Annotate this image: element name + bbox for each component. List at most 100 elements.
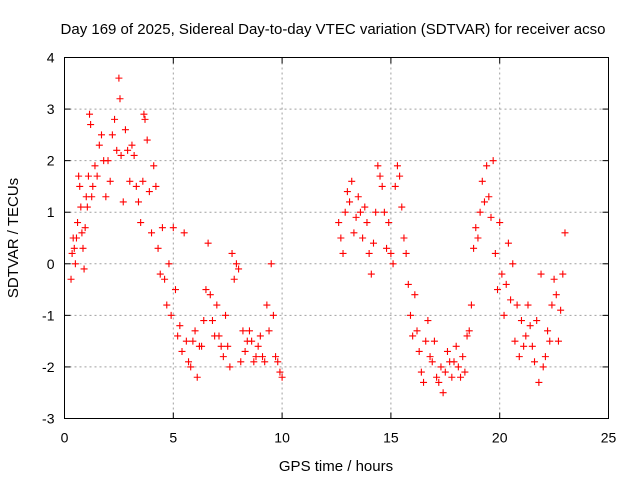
data-point — [274, 358, 282, 366]
data-point — [541, 353, 549, 361]
data-point — [520, 342, 528, 350]
data-point — [450, 358, 458, 366]
data-point — [80, 265, 88, 273]
data-point — [137, 219, 145, 227]
data-point — [361, 203, 369, 211]
data-point — [350, 229, 358, 237]
data-point — [528, 342, 536, 350]
data-point — [422, 337, 430, 345]
data-point — [256, 332, 264, 340]
y-tick-label: 2 — [47, 153, 55, 169]
data-point — [141, 115, 149, 123]
data-point — [457, 373, 465, 381]
data-point — [77, 203, 85, 211]
data-point — [86, 110, 94, 118]
data-point — [439, 389, 447, 397]
x-tick-label: 20 — [492, 430, 508, 446]
data-point — [409, 332, 417, 340]
data-point — [213, 301, 221, 309]
data-point — [435, 378, 443, 386]
data-point — [152, 182, 160, 190]
data-point — [156, 270, 164, 278]
data-point — [470, 244, 478, 252]
x-axis-label: GPS time / hours — [279, 458, 393, 475]
data-point — [167, 311, 175, 319]
data-point — [500, 311, 508, 319]
data-point — [476, 208, 484, 216]
data-point — [206, 291, 214, 299]
data-point — [261, 358, 269, 366]
data-point — [443, 347, 451, 355]
data-point — [526, 322, 534, 330]
data-point — [230, 275, 238, 283]
data-point — [487, 213, 495, 221]
axis-ticks: 0 5 10 15 20 25 -3 -2 -1 0 1 2 3 4 — [42, 50, 616, 446]
data-point — [245, 327, 253, 335]
data-point — [557, 306, 565, 314]
data-point — [124, 146, 132, 154]
data-point — [130, 151, 138, 159]
grid — [64, 57, 609, 419]
data-point — [376, 172, 384, 180]
data-point — [106, 177, 114, 185]
data-point — [83, 203, 91, 211]
data-point — [72, 234, 80, 242]
data-point — [204, 239, 212, 247]
data-point — [411, 291, 419, 299]
data-point — [182, 337, 190, 345]
plot-area-border — [64, 57, 609, 419]
data-point — [356, 208, 364, 216]
data-point — [389, 260, 397, 268]
data-point — [97, 131, 105, 139]
data-point — [383, 244, 391, 252]
data-point — [363, 219, 371, 227]
data-point — [504, 239, 512, 247]
data-point — [496, 219, 504, 227]
data-point — [150, 162, 158, 170]
data-point — [400, 234, 408, 242]
data-point — [259, 353, 267, 361]
data-point — [115, 74, 123, 82]
data-point — [531, 358, 539, 366]
data-point — [343, 188, 351, 196]
data-point — [93, 172, 101, 180]
data-point — [502, 280, 510, 288]
data-point — [134, 198, 142, 206]
x-tick-label: 0 — [61, 430, 69, 446]
data-point — [252, 353, 260, 361]
y-tick-label: 3 — [47, 101, 55, 117]
data-point — [187, 363, 195, 371]
data-point — [89, 182, 97, 190]
data-point — [354, 193, 362, 201]
data-point — [171, 286, 179, 294]
y-tick-label: 4 — [47, 50, 55, 66]
data-point — [215, 332, 223, 340]
data-point — [459, 353, 467, 361]
chart-title: Day 169 of 2025, Sidereal Day-to-day VTE… — [61, 21, 606, 38]
data-point — [339, 249, 347, 257]
data-series — [67, 74, 569, 397]
data-point — [417, 368, 425, 376]
data-point — [535, 378, 543, 386]
data-point — [352, 213, 360, 221]
data-point — [548, 301, 556, 309]
data-point — [200, 317, 208, 325]
data-point — [467, 301, 475, 309]
data-point — [198, 342, 206, 350]
data-point — [365, 249, 373, 257]
data-point — [143, 136, 151, 144]
data-point — [169, 224, 177, 232]
data-point — [154, 244, 162, 252]
data-point — [404, 280, 412, 288]
data-point — [537, 270, 545, 278]
data-point — [126, 177, 134, 185]
data-point — [111, 115, 119, 123]
data-point — [91, 162, 99, 170]
y-tick-label: -1 — [42, 307, 55, 323]
data-point — [454, 363, 462, 371]
y-tick-label: -3 — [42, 411, 55, 427]
data-point — [485, 193, 493, 201]
data-point — [84, 172, 92, 180]
data-point — [272, 353, 280, 361]
